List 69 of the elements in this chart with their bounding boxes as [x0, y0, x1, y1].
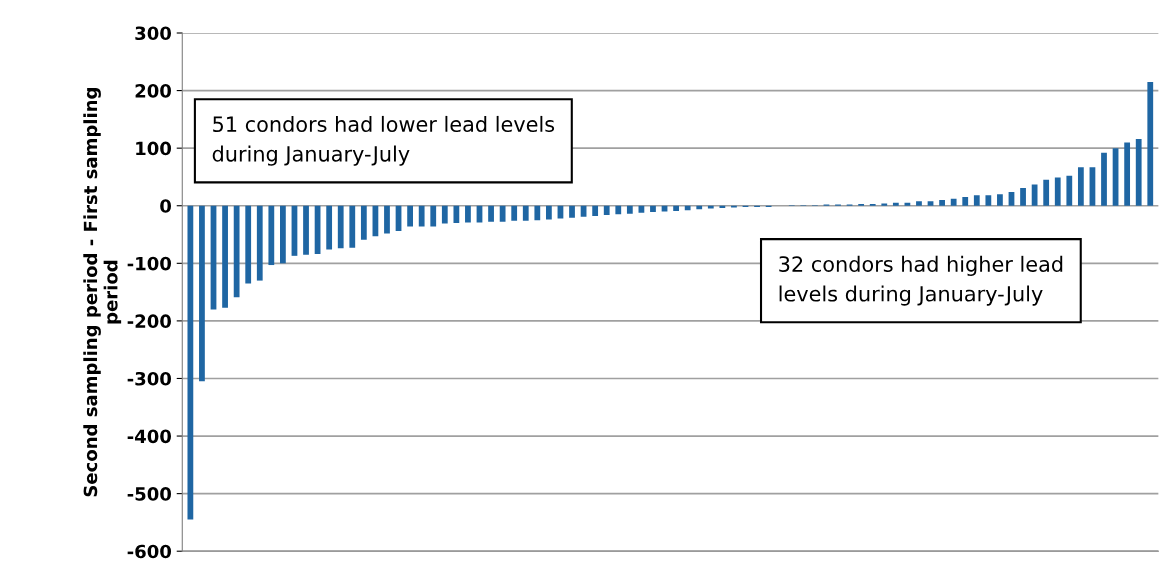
bar — [626, 205, 633, 214]
y-tick-label: -200 — [127, 314, 171, 329]
bar — [407, 205, 413, 227]
bar — [1066, 175, 1073, 206]
bar — [1135, 138, 1142, 206]
bar — [973, 195, 980, 206]
y-tick-label: 0 — [160, 199, 171, 213]
bar — [418, 205, 425, 227]
y-tick-label: -100 — [127, 256, 171, 271]
bar — [707, 205, 714, 209]
bar — [1147, 81, 1154, 206]
bar — [939, 199, 945, 206]
bar — [441, 205, 448, 224]
bar — [985, 195, 992, 206]
bar — [465, 205, 471, 223]
y-tick-label: 300 — [135, 26, 171, 41]
bar — [962, 197, 969, 206]
bar — [696, 205, 703, 210]
bar — [1020, 187, 1026, 206]
bar — [499, 205, 506, 222]
bar — [384, 205, 390, 234]
bar — [511, 205, 518, 221]
bar — [453, 205, 460, 224]
bar — [892, 202, 899, 206]
bar — [997, 194, 1003, 206]
bar — [337, 205, 344, 249]
bar — [1124, 142, 1131, 206]
y-tick-label: 200 — [135, 84, 171, 98]
annotation: 32 condors had higher lead levels during January-July — [779, 255, 1063, 306]
bar — [1043, 179, 1050, 206]
bar — [1077, 167, 1084, 206]
y-tick-label: -500 — [127, 487, 171, 501]
bar — [187, 205, 194, 520]
bar — [360, 205, 367, 240]
annotation: 51 condors had lower lead levels during January-July — [212, 115, 555, 166]
bar — [1031, 184, 1038, 206]
bar — [245, 205, 252, 284]
bar — [233, 205, 240, 298]
bar — [673, 205, 679, 211]
bar — [927, 201, 934, 206]
bar — [546, 205, 552, 220]
bar — [268, 205, 275, 266]
y-tick-label: -600 — [127, 544, 171, 559]
bar — [280, 205, 286, 264]
bar — [326, 205, 333, 250]
bar — [592, 205, 599, 217]
bar — [615, 205, 622, 215]
bar — [603, 205, 610, 215]
bar — [199, 205, 205, 382]
bar — [1101, 152, 1107, 206]
bar — [522, 205, 529, 221]
bar — [534, 205, 541, 221]
bar — [256, 205, 263, 281]
bar — [222, 205, 228, 308]
bar — [430, 205, 437, 227]
y-axis-title: Second sampling period - First sampling period — [83, 88, 122, 497]
bar — [650, 205, 656, 213]
bar — [950, 198, 957, 206]
y-tick-label: -300 — [127, 371, 171, 386]
bar — [1054, 177, 1061, 206]
bar — [881, 203, 888, 206]
bar — [349, 205, 356, 248]
bar — [488, 205, 494, 222]
y-tick-label: 100 — [136, 141, 171, 156]
bar — [916, 201, 922, 206]
y-tick-label: -400 — [127, 429, 171, 444]
bar — [569, 205, 575, 218]
bar — [719, 205, 726, 209]
bar — [303, 205, 309, 255]
